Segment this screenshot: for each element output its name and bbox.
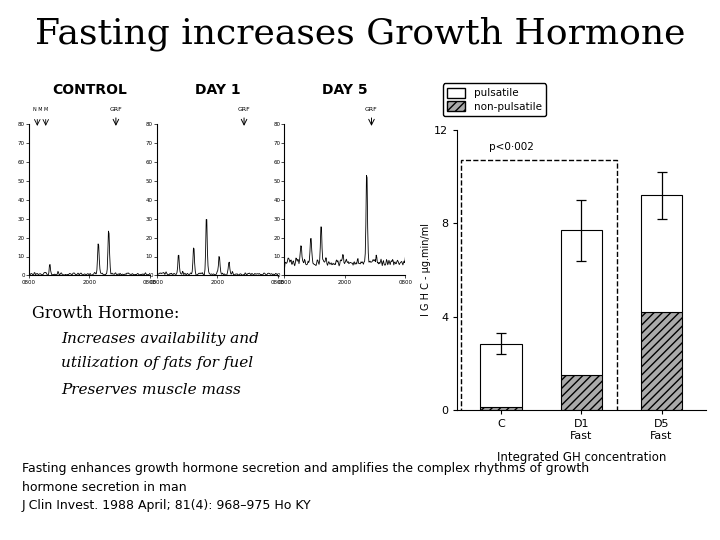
Text: CONTROL: CONTROL	[52, 83, 127, 97]
Bar	[480, 407, 522, 410]
Text: DAY 1: DAY 1	[194, 83, 240, 97]
Text: Fasting increases Growth Hormone: Fasting increases Growth Hormone	[35, 16, 685, 51]
Text: GRF: GRF	[238, 107, 251, 112]
Legend: pulsatile, non-pulsatile: pulsatile, non-pulsatile	[443, 83, 546, 116]
Text: DAY 5: DAY 5	[322, 83, 368, 97]
Bar	[480, 344, 522, 407]
Text: utilization of fats for fuel: utilization of fats for fuel	[61, 356, 253, 370]
Text: N M: N M	[32, 107, 42, 112]
Bar	[561, 230, 602, 375]
Text: Integrated GH concentration: Integrated GH concentration	[497, 451, 666, 464]
Text: GRF: GRF	[365, 107, 378, 112]
Text: p<0·002: p<0·002	[490, 142, 534, 152]
Text: Increases availability and: Increases availability and	[61, 332, 259, 346]
Bar	[641, 195, 683, 312]
Text: GRF: GRF	[109, 107, 122, 112]
Text: hormone secretion in man: hormone secretion in man	[22, 481, 186, 494]
Text: Fasting enhances growth hormone secretion and amplifies the complex rhythms of g: Fasting enhances growth hormone secretio…	[22, 462, 589, 475]
Text: J Clin Invest. 1988 April; 81(4): 968–975 Ho KY: J Clin Invest. 1988 April; 81(4): 968–97…	[22, 500, 311, 512]
Bar	[561, 375, 602, 410]
Text: Growth Hormone:: Growth Hormone:	[32, 305, 180, 322]
Text: M: M	[44, 107, 48, 112]
Text: Preserves muscle mass: Preserves muscle mass	[61, 383, 241, 397]
Y-axis label: I G H C - μg.min/ml: I G H C - μg.min/ml	[421, 224, 431, 316]
Bar	[641, 312, 683, 410]
